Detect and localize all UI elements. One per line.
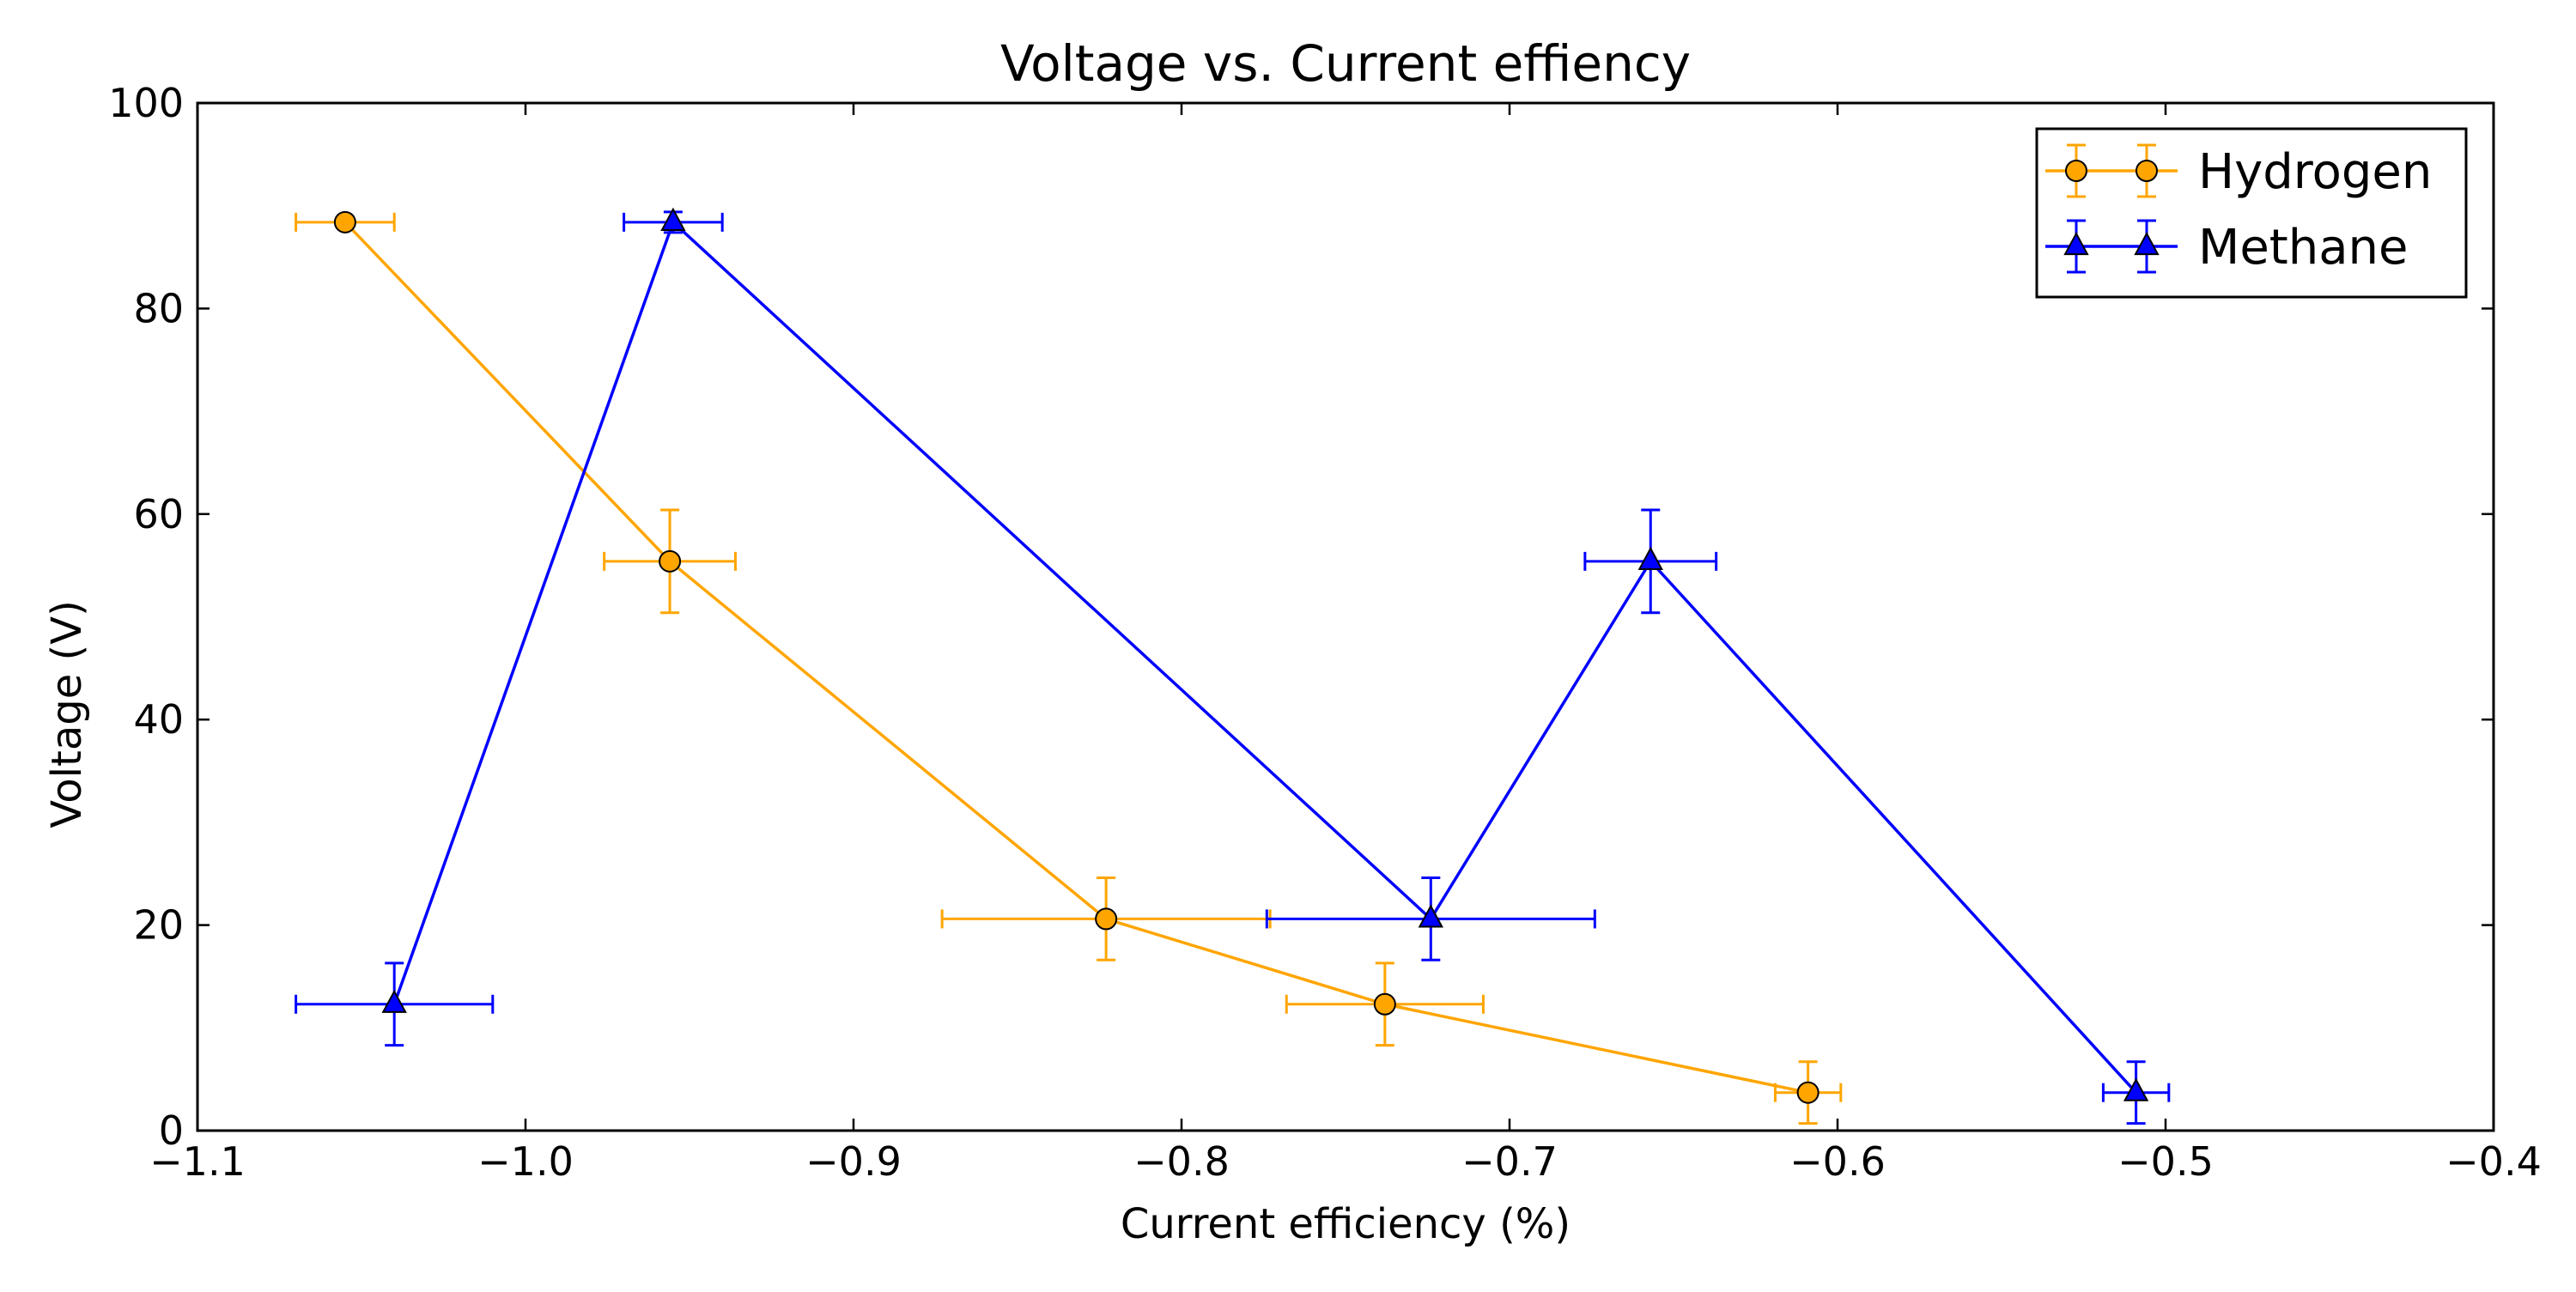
data-point-methane bbox=[660, 207, 686, 231]
y-tick-label: 80 bbox=[133, 285, 184, 331]
series-line-hydrogen bbox=[343, 221, 1808, 1095]
y-tick-label: 60 bbox=[133, 491, 184, 537]
plot-layer bbox=[295, 207, 2171, 1125]
x-tick-label: −0.5 bbox=[2117, 1138, 2214, 1185]
x-axis-label: Current efficiency (%) bbox=[1121, 1200, 1571, 1248]
x-tick-label: −0.6 bbox=[1789, 1138, 1886, 1185]
data-point-methane bbox=[1637, 546, 1663, 570]
legend-marker bbox=[2134, 231, 2160, 256]
x-tick-label: −1.0 bbox=[477, 1138, 574, 1185]
data-point-hydrogen bbox=[1796, 1081, 1820, 1104]
y-tick-label: 100 bbox=[108, 80, 184, 126]
data-point-hydrogen bbox=[659, 549, 682, 573]
data-point-hydrogen bbox=[333, 210, 356, 234]
legend-box bbox=[2035, 127, 2468, 299]
chart-title: Voltage vs. Current effiency bbox=[1000, 34, 1691, 93]
data-point-hydrogen bbox=[1095, 907, 1118, 931]
series-line-methane bbox=[392, 219, 2137, 1094]
data-point-hydrogen bbox=[1373, 992, 1396, 1016]
y-axis-label: Voltage (V) bbox=[43, 600, 91, 828]
y-tick-label: 0 bbox=[159, 1107, 184, 1154]
legend-label: Methane bbox=[2198, 220, 2408, 276]
x-tick-label: −1.1 bbox=[149, 1138, 246, 1185]
x-tick-label: −0.8 bbox=[1133, 1138, 1230, 1185]
y-tick-label: 40 bbox=[133, 696, 184, 743]
y-tick-label: 20 bbox=[133, 902, 184, 949]
legend-marker bbox=[2065, 160, 2087, 182]
ticks-layer: −1.1 −1.0 −0.9 −0.8 −0.7 −0.6 −0.5 −0.4 0 20 40 60 8… bbox=[108, 80, 2542, 1185]
legend: Hydrogen Methane bbox=[2035, 127, 2468, 299]
data-point-methane bbox=[2123, 1077, 2149, 1101]
x-tick-label: −0.9 bbox=[805, 1138, 902, 1185]
x-tick-label: −0.4 bbox=[2445, 1138, 2542, 1185]
plot-frame bbox=[196, 101, 2495, 1132]
legend-label: Hydrogen bbox=[2198, 144, 2432, 200]
data-point-methane bbox=[1418, 904, 1443, 928]
legend-marker bbox=[2136, 160, 2158, 182]
data-point-methane bbox=[381, 989, 407, 1013]
x-tick-label: −0.7 bbox=[1461, 1138, 1558, 1185]
legend-marker bbox=[2063, 231, 2089, 256]
